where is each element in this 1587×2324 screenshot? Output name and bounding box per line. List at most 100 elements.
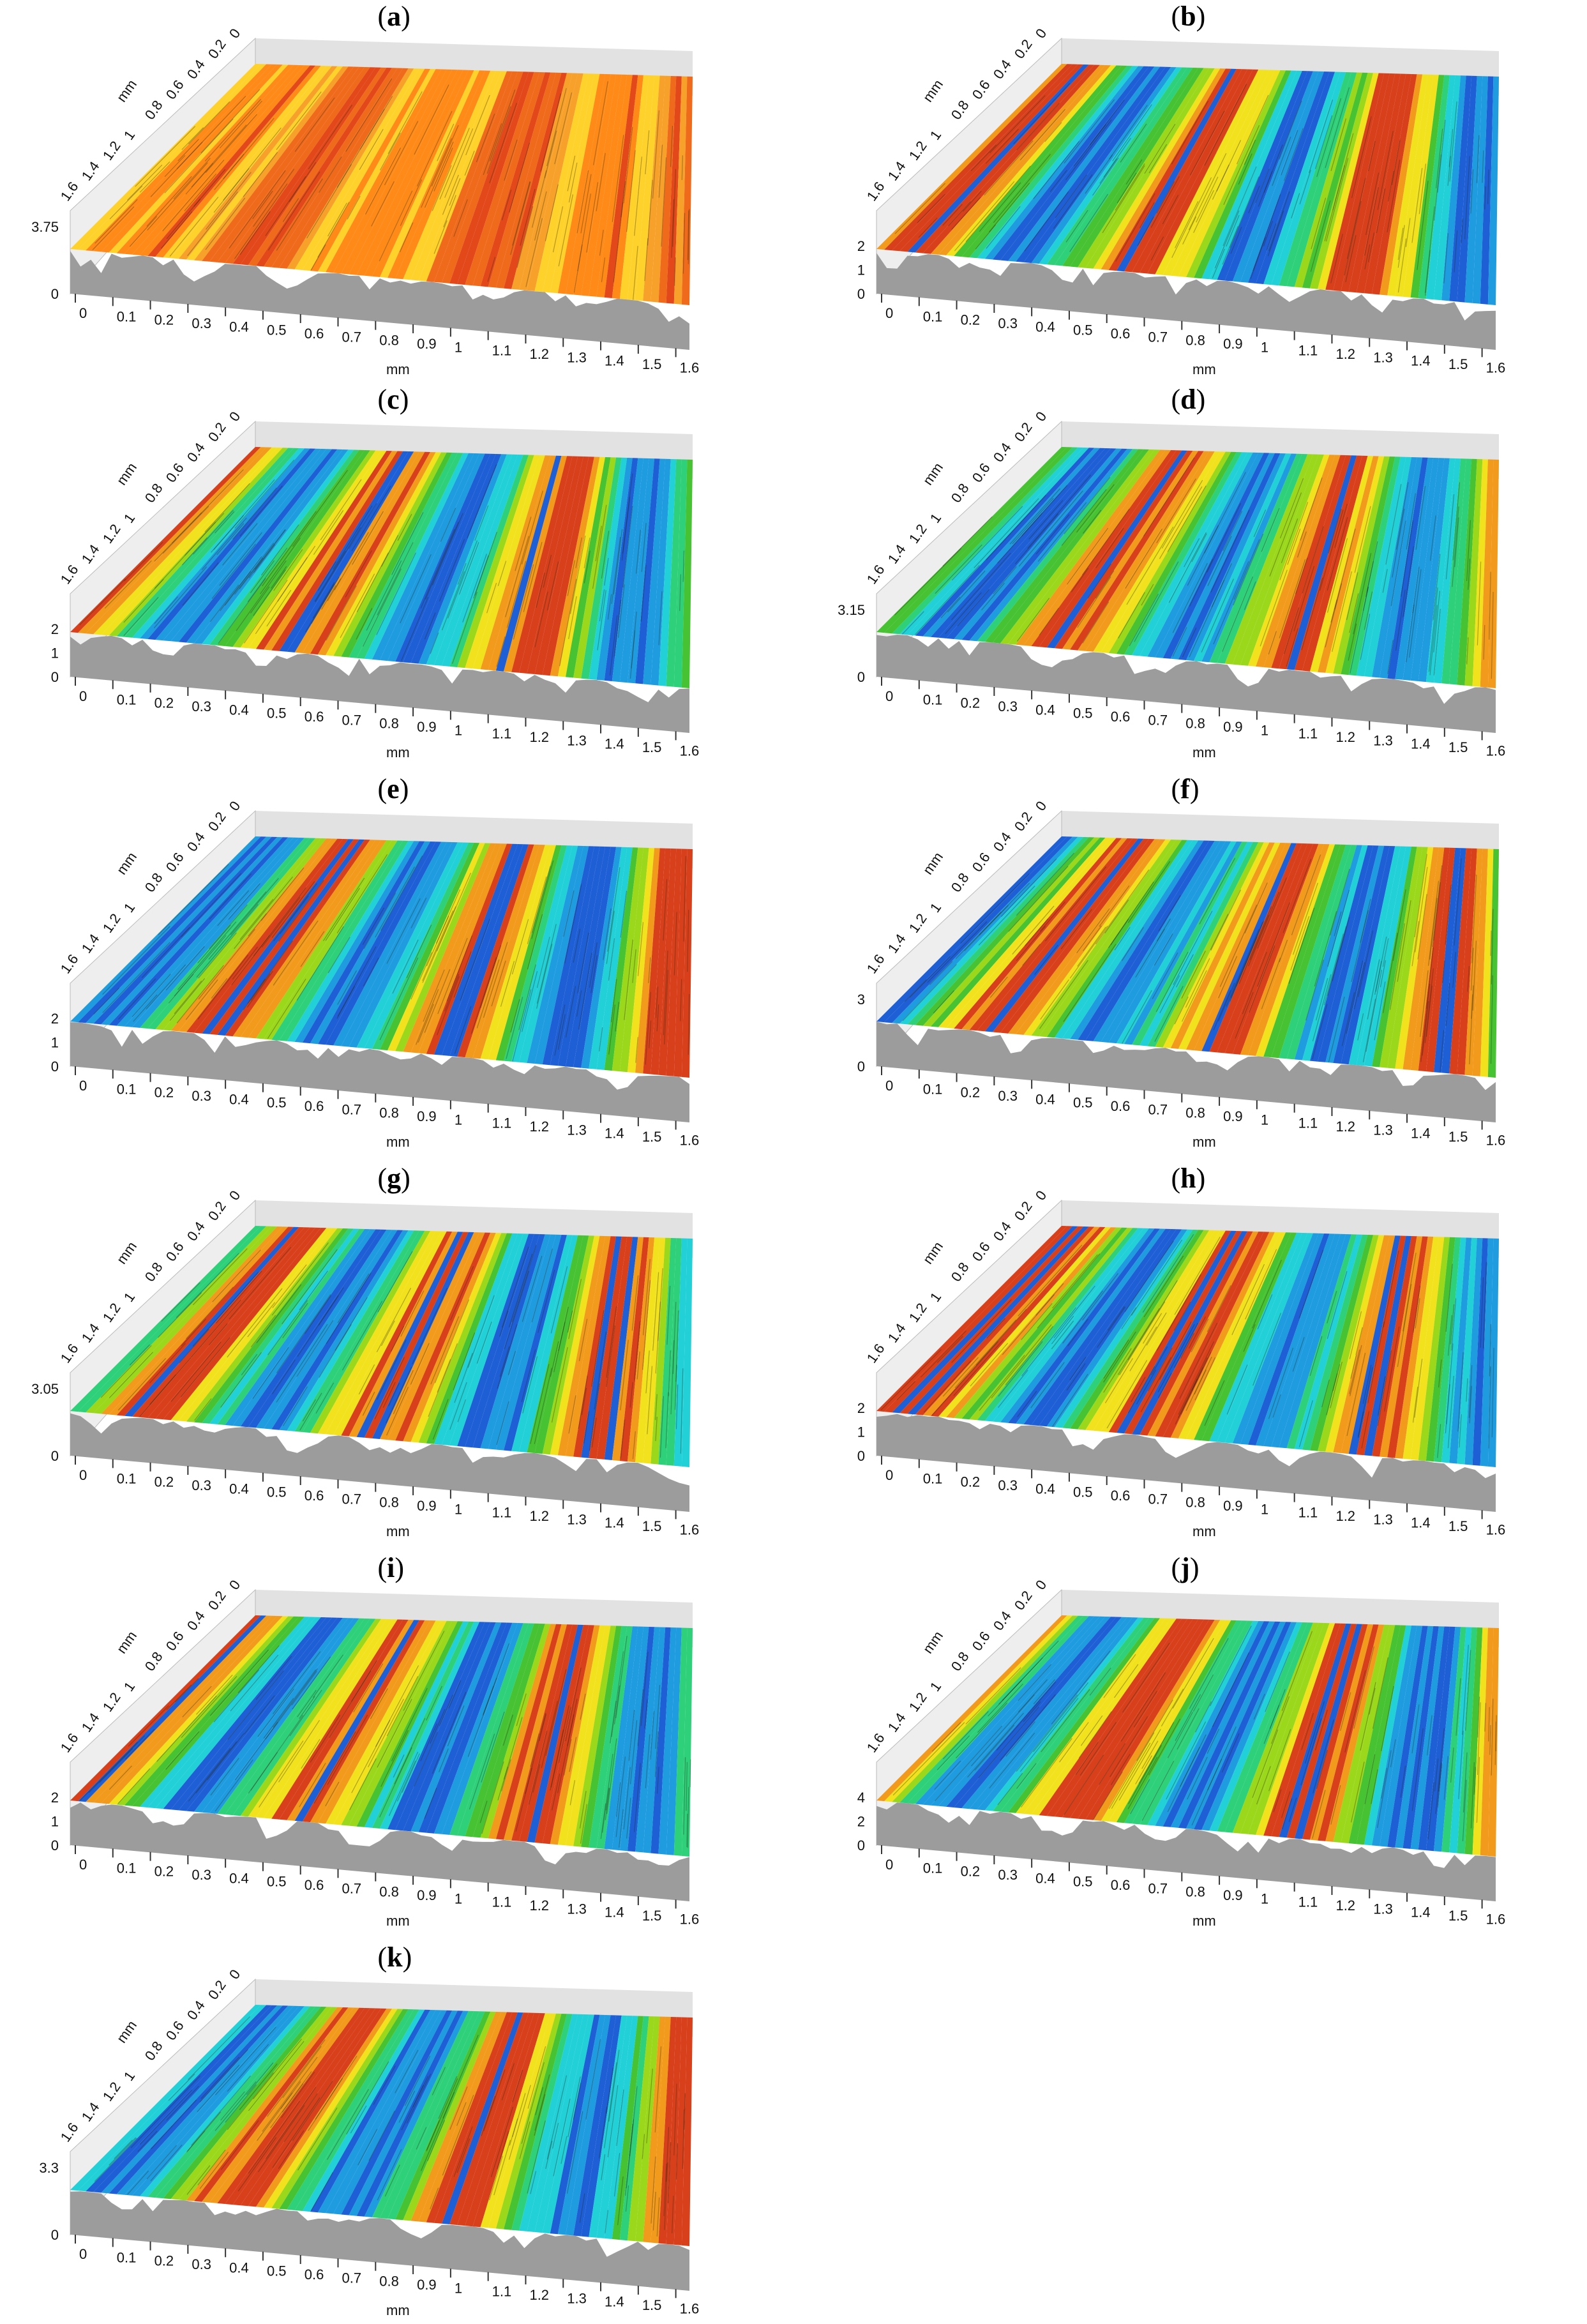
surface-stripe [930, 64, 1106, 255]
surface-stripe [612, 458, 643, 683]
surface-stripe [1224, 71, 1313, 282]
x-tick-label: 1.2 [1335, 1119, 1355, 1135]
surface-stripe [93, 836, 278, 1025]
surface-texture [94, 2016, 686, 2237]
y-axis-label: mm [114, 2018, 140, 2046]
y-tick-label: 0.2 [1011, 1588, 1035, 1613]
x-tick-label: 0.2 [961, 312, 981, 328]
surface-stripe [442, 2012, 523, 2224]
surface-stripe [1271, 455, 1346, 669]
surface-stripe [1162, 70, 1270, 276]
surface-stripe [395, 2011, 491, 2221]
surface-stripe [326, 69, 442, 273]
surface-stripe [643, 1237, 666, 1464]
surface-stripe [907, 64, 1089, 253]
x-tick-label: 0.9 [1223, 719, 1243, 735]
panel-label: (c) [377, 384, 409, 415]
surface-stripe [294, 68, 419, 270]
surface-stripe [140, 2006, 310, 2197]
x-tick-label: 0.1 [923, 691, 943, 707]
x-tick-label: 0.4 [229, 2260, 249, 2275]
surface-texture [902, 852, 1494, 1072]
surface-stripe [619, 847, 649, 1073]
surface-stripe [101, 64, 283, 253]
x-tick-label: 0.7 [1148, 712, 1168, 728]
surface-stripe [124, 837, 299, 1027]
x-tick-label: 1.5 [642, 1129, 662, 1145]
surface-stripe [946, 838, 1117, 1029]
surface-stripe [1325, 1235, 1385, 1452]
y-axis-label: mm [920, 77, 947, 105]
surface-stripe [124, 1226, 299, 1417]
surface-stripe [589, 457, 628, 680]
surface-stripe [326, 1620, 442, 1825]
surface-stripe [1480, 459, 1494, 688]
surface-stripe [116, 2005, 294, 2195]
surface-stripe [1039, 840, 1182, 1038]
y-tick-label: 0.8 [142, 870, 166, 895]
z-tick-label: 1 [51, 1814, 59, 1830]
surface-stripe [140, 838, 310, 1029]
surface-stripe [1054, 67, 1193, 266]
surface-stripe [1457, 458, 1477, 686]
surface-stripe [457, 1623, 534, 1837]
z-tick-label: 3.75 [31, 219, 59, 235]
y-tick-label: 0 [1032, 409, 1050, 424]
surface-stripe [1403, 458, 1439, 681]
z-axis: 3.15 0 [838, 602, 865, 685]
surface-stripe [442, 72, 523, 283]
surface-stripe [542, 1625, 594, 1845]
surface-stripe [426, 1233, 513, 1444]
y-tick-label: 1.4 [79, 931, 103, 956]
surface-stripe [542, 73, 594, 293]
surface-stripe [550, 456, 600, 677]
y-tick-label: 1 [927, 1289, 945, 1304]
x-tick-label: 1 [1261, 339, 1268, 355]
surface-stripe [225, 1618, 370, 1816]
surface-stripe [1101, 841, 1226, 1043]
panel-letter: d [1180, 384, 1196, 415]
surface-texture [92, 78, 690, 300]
x-axis-label: mm [386, 2302, 410, 2318]
surface-stripe [232, 67, 376, 265]
x-tick-label: 0.3 [192, 698, 211, 714]
x-tick-label: 1.4 [1411, 1905, 1431, 1920]
surface-stripe [93, 447, 278, 635]
surface-stripe [1232, 71, 1319, 282]
surface-stripe [1263, 1623, 1341, 1837]
surface-stripe [1224, 843, 1313, 1054]
y-tick-label: 0.4 [184, 1219, 208, 1244]
x-tick-label: 0.8 [1185, 333, 1205, 349]
surface-texture [100, 1242, 684, 1460]
x-tick-label: 0.9 [417, 1887, 437, 1903]
surface-stripe [1395, 457, 1434, 680]
x-tick-label: 1.5 [642, 356, 662, 372]
surface-stripe [651, 75, 671, 303]
surface-texture [880, 1234, 1494, 1458]
surface-stripe [225, 840, 370, 1037]
x-tick-label: 0.9 [1223, 1108, 1243, 1124]
surface-stripe [1318, 845, 1379, 1062]
surface-stripe [922, 837, 1100, 1027]
surface-stripe [1085, 1619, 1215, 1820]
surface-stripe [557, 73, 605, 294]
x-tick-label: 1.3 [1373, 1511, 1393, 1527]
surface-stripe [302, 1230, 425, 1433]
surface-stripe [527, 2014, 583, 2232]
surface-stripe [1395, 74, 1434, 297]
surface-stripe [202, 2007, 354, 2203]
surface-stripe [449, 1234, 529, 1446]
surface-stripe [628, 848, 655, 1073]
surface-stripe [984, 66, 1144, 260]
surface-plot: 0 0.1 0.2 0.3 0.4 0.5 0.6 0.7 0.8 0.9 1 1.1 1.2 1.3 1.… [51, 409, 699, 760]
x-tick-label: 1.4 [605, 1515, 624, 1531]
surface-stripe [511, 73, 573, 290]
surface-stripe [341, 452, 453, 658]
surface-stripe [294, 841, 419, 1043]
surface [70, 2005, 693, 2246]
x-tick-label: 0.4 [229, 1481, 249, 1497]
y-tick-label: 1.6 [864, 179, 888, 204]
x-tick-label: 0.5 [1073, 706, 1093, 721]
surface-stripe [1279, 845, 1351, 1059]
x-tick-label: 1.1 [1298, 1115, 1318, 1131]
